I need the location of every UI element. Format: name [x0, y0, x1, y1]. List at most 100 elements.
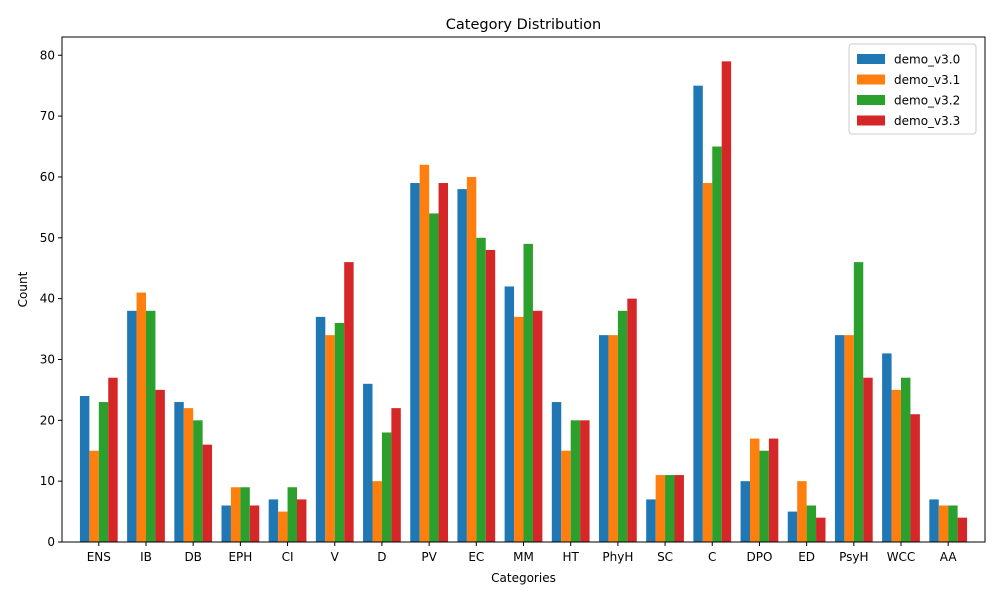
bar-AA-demo_v3.3 — [957, 517, 968, 542]
bar-PsyH-demo_v3.2 — [853, 262, 864, 542]
x-tick-label: PsyH — [839, 550, 868, 564]
bar-D-demo_v3.0 — [363, 383, 373, 542]
x-tick-label: DB — [184, 550, 201, 564]
bar-V-demo_v3.1 — [325, 335, 335, 542]
y-tick-label: 60 — [40, 170, 55, 184]
y-tick-label: 20 — [40, 413, 55, 427]
x-tick-label: IB — [140, 550, 152, 564]
x-tick-label: AA — [940, 550, 958, 564]
bar-C-demo_v3.2 — [712, 146, 722, 542]
x-tick-label: PhyH — [602, 550, 633, 564]
bar-DB-demo_v3.0 — [174, 402, 184, 542]
x-tick-label: ENS — [87, 550, 111, 564]
bar-ENS-demo_v3.2 — [98, 402, 109, 542]
bar-DPO-demo_v3.2 — [759, 450, 769, 542]
bar-DPO-demo_v3.3 — [768, 438, 779, 542]
y-tick-label: 30 — [40, 352, 55, 366]
legend-swatch — [857, 54, 885, 64]
bar-CI-demo_v3.1 — [278, 511, 288, 542]
x-tick-label: CI — [282, 550, 294, 564]
bar-EC-demo_v3.3 — [485, 249, 496, 542]
bar-C-demo_v3.0 — [693, 85, 703, 543]
bar-PV-demo_v3.2 — [429, 213, 439, 542]
bar-EC-demo_v3.0 — [457, 189, 467, 543]
bar-EC-demo_v3.1 — [466, 176, 477, 542]
bar-WCC-demo_v3.1 — [891, 389, 902, 542]
bar-ENS-demo_v3.1 — [89, 450, 99, 542]
x-tick-label: EPH — [228, 550, 252, 564]
bar-MM-demo_v3.1 — [514, 316, 524, 542]
legend-label: demo_v3.2 — [894, 94, 960, 108]
bar-IB-demo_v3.0 — [127, 310, 137, 542]
x-axis-label: Categories — [491, 571, 556, 585]
bar-C-demo_v3.1 — [702, 183, 713, 542]
bar-IB-demo_v3.3 — [155, 389, 165, 542]
bar-EPH-demo_v3.1 — [230, 487, 241, 542]
bar-HT-demo_v3.3 — [580, 420, 590, 542]
bar-DB-demo_v3.3 — [202, 444, 213, 542]
bar-CI-demo_v3.2 — [287, 487, 297, 542]
bar-HT-demo_v3.0 — [551, 402, 562, 542]
bar-ENS-demo_v3.3 — [108, 377, 118, 542]
legend-swatch — [857, 115, 885, 126]
bar-ED-demo_v3.2 — [806, 505, 817, 542]
bar-ENS-demo_v3.0 — [79, 395, 90, 542]
legend-swatch — [857, 74, 885, 85]
bar-EPH-demo_v3.3 — [249, 505, 260, 542]
x-tick-label: EC — [468, 550, 484, 564]
bar-CI-demo_v3.0 — [268, 499, 279, 542]
bar-WCC-demo_v3.3 — [910, 414, 920, 542]
bar-PsyH-demo_v3.0 — [834, 335, 845, 542]
bar-PV-demo_v3.1 — [419, 164, 430, 542]
x-tick-label: PV — [421, 550, 437, 564]
bar-DB-demo_v3.2 — [193, 420, 203, 542]
x-tick-label: V — [331, 550, 340, 564]
bar-AA-demo_v3.1 — [938, 505, 949, 542]
x-tick-label: SC — [657, 550, 673, 564]
bar-PV-demo_v3.3 — [438, 183, 448, 542]
bar-EC-demo_v3.2 — [476, 237, 486, 542]
bar-ED-demo_v3.1 — [797, 481, 807, 542]
plot-bars — [79, 61, 968, 543]
y-tick-label: 0 — [47, 535, 55, 549]
bar-IB-demo_v3.2 — [145, 310, 156, 542]
y-tick-label: 10 — [40, 474, 55, 488]
bar-CI-demo_v3.3 — [297, 499, 307, 542]
bar-EPH-demo_v3.2 — [240, 487, 250, 542]
bar-MM-demo_v3.2 — [523, 243, 533, 542]
bar-PV-demo_v3.0 — [410, 183, 420, 542]
bar-AA-demo_v3.0 — [929, 499, 939, 542]
bar-MM-demo_v3.0 — [504, 286, 515, 542]
bar-WCC-demo_v3.0 — [882, 353, 892, 542]
x-tick-label: C — [708, 550, 716, 564]
x-tick-label: DPO — [746, 550, 772, 564]
chart-title: Category Distribution — [446, 17, 601, 33]
bar-SC-demo_v3.2 — [665, 475, 675, 542]
bar-PhyH-demo_v3.3 — [627, 298, 637, 542]
bar-ED-demo_v3.3 — [816, 517, 826, 542]
bar-SC-demo_v3.1 — [655, 475, 666, 542]
legend-swatch — [857, 95, 885, 105]
legend-box — [848, 43, 977, 135]
bar-PsyH-demo_v3.1 — [844, 335, 854, 542]
bar-ED-demo_v3.0 — [787, 511, 798, 542]
y-tick-label: 70 — [40, 109, 55, 123]
y-axis-label: Count — [16, 271, 30, 307]
bar-PsyH-demo_v3.3 — [863, 377, 873, 542]
legend-label: demo_v3.3 — [894, 114, 960, 128]
bar-HT-demo_v3.1 — [561, 450, 571, 542]
bar-D-demo_v3.1 — [372, 481, 382, 542]
x-tick-label: ED — [798, 550, 815, 564]
x-tick-label: MM — [513, 550, 534, 564]
y-tick-label: 50 — [40, 231, 55, 245]
legend-label: demo_v3.0 — [894, 53, 960, 67]
bar-DPO-demo_v3.0 — [740, 481, 751, 542]
bar-WCC-demo_v3.2 — [901, 377, 911, 542]
x-tick-label: WCC — [887, 550, 916, 564]
bar-IB-demo_v3.1 — [136, 292, 146, 542]
y-axis: 0 10 20 30 40 50 60 70 80 — [40, 48, 62, 549]
bar-C-demo_v3.3 — [721, 61, 732, 543]
bar-EPH-demo_v3.0 — [221, 505, 231, 542]
y-tick-label: 40 — [40, 292, 55, 306]
